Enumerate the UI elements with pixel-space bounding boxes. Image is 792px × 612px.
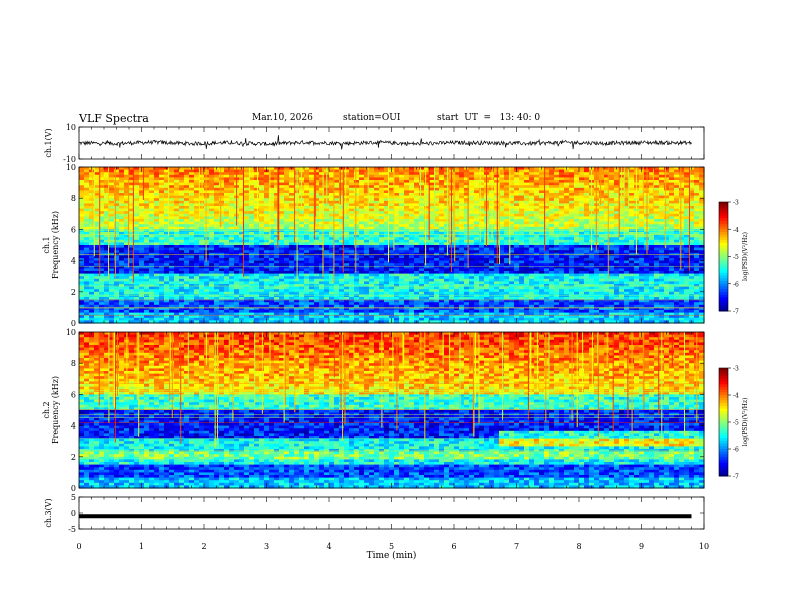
x-tick-label: 4	[326, 542, 331, 551]
colorbar-tick-label: -6	[733, 447, 739, 454]
x-tick-label: 3	[264, 542, 269, 551]
x-tick-label: 10	[699, 542, 709, 551]
x-tick-label: 5	[389, 542, 394, 551]
y-axis-label: ch.1(V)	[44, 128, 53, 157]
header-date: Mar.10, 2026	[252, 113, 313, 123]
colorbar: -3 -4 -5 -6 -7 log(PSD)(V²/Hz)	[718, 366, 749, 481]
y-tick-label: 8	[71, 194, 76, 203]
x-axis-label: Time (min)	[367, 550, 417, 561]
colorbar-tick-label: -5	[733, 420, 739, 427]
colorbar-label: log(PSD)(V²/Hz)	[742, 232, 749, 281]
y-axis-label: ch.3(V)	[44, 498, 53, 527]
y-tick-label: 2	[71, 453, 76, 462]
y-tick-label: 6	[71, 390, 76, 399]
header-start-time: start UT = 13: 40: 0	[437, 113, 541, 123]
y-axis-label: ch.2	[42, 401, 51, 418]
y-tick-label: -10	[63, 155, 76, 164]
x-tick-label: 7	[514, 542, 519, 551]
spectrogram-cells	[79, 332, 705, 489]
y-tick-label: 0	[71, 509, 76, 518]
x-tick-label: 2	[201, 542, 206, 551]
sferic-streaks	[79, 167, 704, 316]
panel-waveform-ch1: 10 -10 ch.1(V)	[44, 123, 705, 164]
x-tick-label: 6	[451, 542, 456, 551]
time-axis: 0 1 2 3 4 5 6 7 8 9 10 Time (min)	[76, 542, 709, 561]
y-tick-label: 10	[66, 328, 76, 337]
x-tick-label: 9	[639, 542, 644, 551]
y-axis-label: Frequency (kHz)	[51, 211, 60, 279]
panel-waveform-ch3: 5 0 -5 ch.3(V)	[44, 493, 705, 534]
sferic-streaks	[79, 332, 704, 452]
colorbar-tick-label: -3	[733, 200, 739, 207]
y-tick-label: 4	[71, 422, 76, 431]
colorbar-label: log(PSD)(V²/Hz)	[742, 398, 749, 447]
panel-spectrogram-ch1: -3 -4 -5 -6 -7 log(PSD)(V²/Hz) 0 2 4 6 8 10 ch.1 Freq…	[42, 163, 749, 328]
colorbar-tick-label: -7	[733, 474, 739, 481]
colorbar-tick-label: -7	[733, 309, 739, 316]
x-tick-label: 8	[576, 542, 581, 551]
panel-spectrogram-ch2: -3 -4 -5 -6 -7 log(PSD)(V²/Hz) 0 2 4 6 8 10 ch.2 Freq…	[42, 328, 749, 493]
y-tick-label: 8	[71, 359, 76, 368]
x-tick-label: 1	[139, 542, 144, 551]
y-tick-label: 5	[71, 493, 76, 502]
y-axis-label: Frequency (kHz)	[51, 376, 60, 444]
y-tick-label: 2	[71, 288, 76, 297]
colorbar-tick-label: -3	[733, 366, 739, 373]
x-tick-label: 0	[76, 542, 81, 551]
header-title: VLF Spectra	[79, 112, 149, 125]
colorbar-tick-label: -4	[733, 393, 739, 400]
header-station: station=OUI	[343, 113, 401, 123]
y-tick-label: -5	[68, 525, 76, 534]
ch1-waveform-line	[78, 135, 692, 150]
y-tick-label: 6	[71, 225, 76, 234]
y-tick-label: 10	[66, 123, 76, 132]
colorbar-tick-label: -5	[733, 254, 739, 261]
y-tick-label: 0	[71, 484, 76, 493]
colorbar-tick-label: -6	[733, 281, 739, 288]
colorbar: -3 -4 -5 -6 -7 log(PSD)(V²/Hz)	[718, 200, 749, 316]
y-tick-label: 0	[71, 319, 76, 328]
y-axis-label: ch.1	[42, 236, 51, 253]
y-tick-label: 4	[71, 257, 76, 266]
colorbar-tick-label: -4	[733, 227, 739, 234]
y-tick-label: 10	[66, 163, 76, 172]
